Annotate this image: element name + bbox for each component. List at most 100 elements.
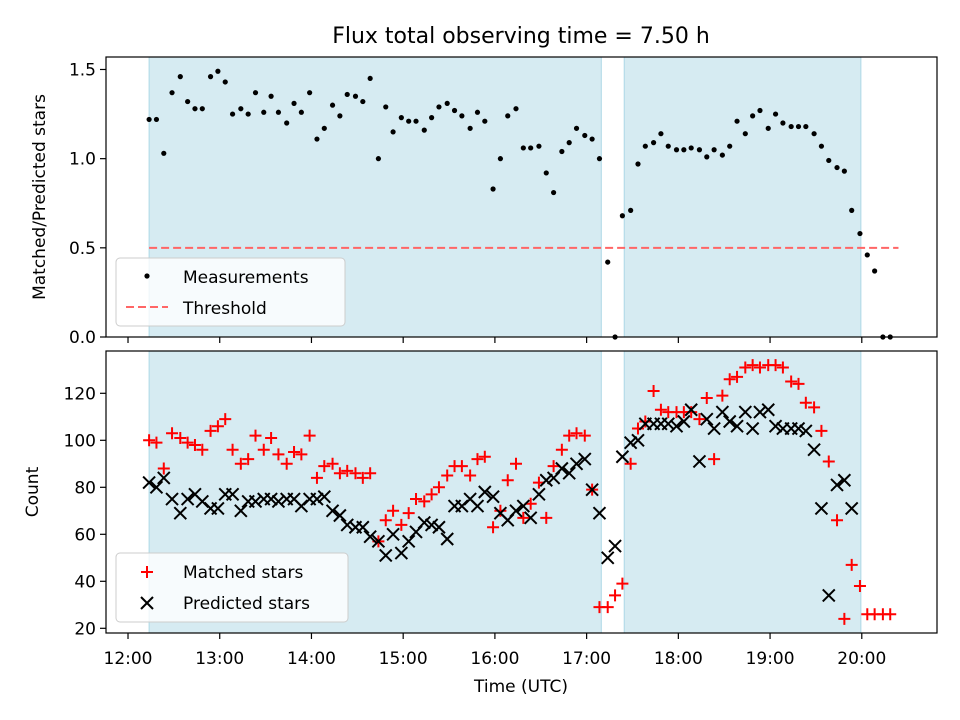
measurement-point — [841, 168, 847, 174]
measurement-point — [857, 230, 863, 237]
top-y-tick-label: 1.5 — [69, 60, 96, 80]
predicted-star-point — [142, 475, 156, 490]
bottom-shade-interval — [623, 350, 862, 634]
matched-star-point — [509, 457, 522, 470]
matched-star-point — [540, 511, 553, 524]
top-axes-frame — [105, 56, 938, 338]
measurement-point — [261, 109, 267, 115]
matched-star-point — [204, 424, 217, 437]
measurement-point — [665, 143, 671, 149]
measurement-point — [673, 147, 680, 153]
measurement-point — [788, 123, 794, 130]
measurement-point — [818, 143, 825, 149]
matched-star-point — [174, 431, 187, 444]
matched-star-point — [815, 424, 828, 437]
measurement-point — [619, 213, 625, 219]
measurement-point — [490, 186, 496, 192]
matched-star-point — [379, 514, 392, 527]
bottom-legend: Matched stars Predicted stars — [115, 552, 349, 623]
measurement-point — [192, 106, 198, 112]
predicted-star-point — [363, 529, 377, 544]
measurement-point — [520, 145, 526, 151]
measurement-point — [849, 207, 855, 213]
predicted-star-point — [386, 527, 400, 542]
predicted-star-point — [707, 421, 721, 436]
predicted-star-point — [234, 504, 248, 518]
measurement-point — [482, 118, 488, 124]
bottom-y-tick-label: 100 — [64, 431, 96, 451]
top-y-tick-label: 0.0 — [69, 328, 96, 348]
legend-matched-marker — [141, 566, 153, 578]
predicted-star-point — [149, 480, 164, 495]
measurements-series — [146, 68, 893, 340]
matched-star-point — [547, 460, 560, 473]
measurement-point — [421, 127, 427, 133]
matched-star-point — [716, 389, 729, 402]
matched-star-point — [647, 384, 660, 397]
measurement-point — [589, 136, 595, 142]
matched-star-point — [455, 460, 468, 473]
matched-star-point — [196, 443, 209, 456]
measurement-point — [314, 136, 320, 142]
matched-star-point — [326, 457, 339, 470]
x-axis-label: Time (UTC) — [473, 677, 568, 697]
predicted-star-point — [356, 520, 370, 534]
predicted-star-point — [333, 508, 347, 523]
measurement-point — [275, 109, 282, 115]
legend-threshold-label: Threshold — [182, 299, 267, 319]
predicted-star-point — [424, 518, 439, 532]
matched-star-point — [609, 589, 622, 602]
measurement-point — [582, 132, 588, 139]
measurement-point — [505, 113, 511, 119]
legend-predicted-label: Predicted stars — [183, 594, 310, 614]
chart-title: Flux total observing time = 7.50 h — [332, 24, 710, 49]
bottom-y-tick-label: 80 — [74, 478, 96, 498]
measurement-point — [238, 106, 244, 112]
measurement-point — [696, 147, 703, 153]
matched-stars-series — [143, 359, 897, 625]
top-shade-interval — [623, 56, 862, 338]
matched-star-point — [157, 462, 170, 475]
matched-star-point — [746, 359, 759, 372]
predicted-stars-series — [142, 403, 859, 603]
predicted-star-point — [601, 551, 615, 565]
matched-star-point — [731, 370, 744, 383]
matched-star-point — [808, 401, 821, 414]
measurement-point — [528, 145, 534, 151]
matched-star-point — [425, 488, 438, 501]
predicted-star-point — [486, 489, 500, 504]
predicted-star-point — [677, 414, 691, 429]
measurement-point — [795, 123, 802, 130]
x-tick-label: 17:00 — [562, 649, 611, 669]
top-panel: 0.0 0.5 1.0 1.5 Matched/Predicted stars Mea… — [30, 56, 938, 348]
measurement-point — [153, 116, 160, 123]
predicted-star-point — [532, 487, 546, 502]
top-y-label: Matched/Predicted stars — [30, 94, 50, 300]
measurement-point — [222, 79, 228, 85]
matched-star-point — [555, 443, 568, 456]
predicted-star-point — [264, 492, 278, 506]
predicted-star-point — [539, 473, 553, 487]
predicted-star-point — [807, 442, 821, 457]
matched-star-point — [318, 460, 331, 473]
measurement-point — [185, 98, 191, 105]
measurement-point — [352, 93, 359, 99]
predicted-star-point — [271, 494, 286, 509]
measurement-point — [543, 170, 549, 176]
bottom-y-tick-label: 60 — [74, 525, 96, 545]
predicted-star-point — [248, 494, 263, 509]
predicted-star-point — [669, 419, 684, 433]
matched-star-point — [776, 361, 789, 374]
matched-star-point — [219, 413, 232, 426]
matched-star-point — [501, 474, 514, 487]
predicted-star-point — [211, 501, 225, 516]
predicted-star-point — [799, 424, 813, 438]
predicted-star-point — [830, 478, 844, 492]
predicted-star-point — [753, 405, 767, 419]
matched-star-point — [265, 431, 278, 444]
predicted-star-point — [761, 403, 775, 417]
predicted-star-point — [844, 501, 859, 516]
matched-star-point — [654, 403, 667, 416]
measurement-point — [307, 90, 313, 96]
measurement-point — [383, 104, 389, 110]
